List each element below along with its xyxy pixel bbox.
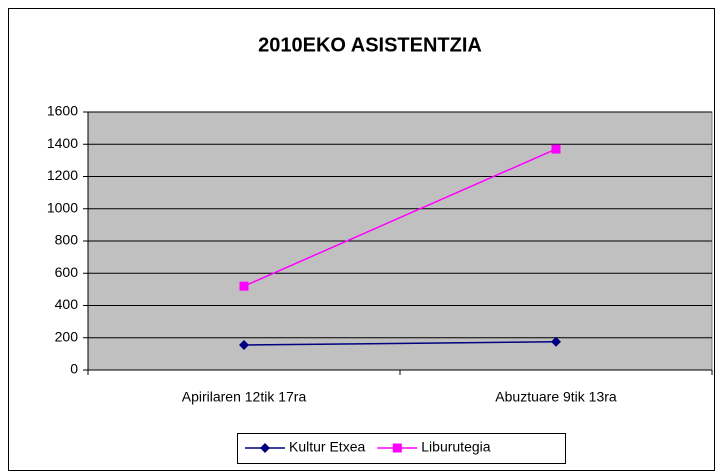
legend-label: Liburutegia	[421, 439, 490, 455]
y-tick-label: 600	[55, 264, 79, 280]
legend-marker	[392, 443, 402, 453]
y-tick-label: 200	[55, 328, 79, 344]
y-tick-label: 400	[55, 296, 79, 312]
y-tick-label: 1400	[47, 135, 78, 151]
data-point	[239, 340, 249, 351]
series-line	[243, 148, 557, 287]
x-tick-label: Apirilaren 12tik 17ra	[182, 389, 307, 405]
y-tick-label: 0	[70, 361, 78, 377]
y-tick-label: 1200	[47, 167, 78, 183]
legend-box	[237, 433, 566, 464]
y-tick-label: 1600	[47, 103, 78, 119]
series-line	[243, 341, 557, 346]
y-tick-label: 800	[55, 232, 79, 248]
y-tick-label: 1000	[47, 199, 78, 215]
legend-marker	[260, 443, 270, 453]
x-tick-label: Abuztuare 9tik 13ra	[495, 389, 617, 405]
legend-label: Kultur Etxea	[289, 439, 365, 455]
data-point	[551, 336, 561, 347]
chart-title: 2010EKO ASISTENTZIA	[258, 34, 482, 56]
data-point	[239, 281, 249, 291]
data-point	[551, 144, 561, 154]
